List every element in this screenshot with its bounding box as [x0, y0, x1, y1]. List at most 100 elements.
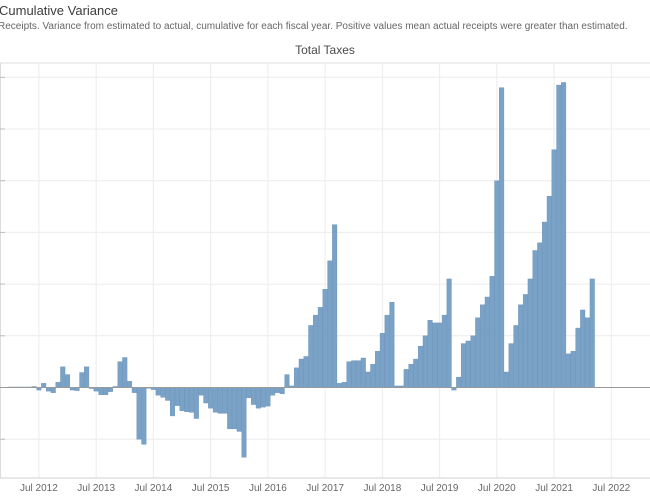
- bar: [103, 387, 109, 395]
- bar: [437, 322, 443, 388]
- bar: [565, 353, 571, 388]
- bar: [274, 387, 280, 393]
- bar: [303, 356, 309, 388]
- bar: [408, 364, 414, 388]
- bar: [518, 304, 524, 388]
- x-tick-label: Jul 2020: [478, 483, 516, 494]
- bar: [346, 361, 352, 388]
- bar: [93, 387, 99, 392]
- bar: [165, 387, 171, 401]
- bar: [179, 387, 185, 411]
- bar: [313, 314, 319, 388]
- bar: [160, 387, 166, 398]
- bar: [475, 317, 481, 388]
- bar: [222, 387, 228, 414]
- x-tick-label: Jul 2017: [306, 483, 344, 494]
- bar: [60, 366, 66, 388]
- bar: [575, 327, 581, 388]
- bar: [141, 387, 147, 445]
- bar: [236, 387, 242, 432]
- bar: [241, 387, 247, 458]
- bar: [532, 250, 538, 388]
- bar: [55, 382, 61, 388]
- chart-subtitle: Receipts. Variance from estimated to act…: [0, 21, 628, 32]
- bar: [570, 351, 576, 388]
- bar: [260, 387, 266, 408]
- bar: [460, 343, 466, 388]
- bar: [561, 82, 567, 388]
- bar: [432, 322, 438, 388]
- bar: [107, 387, 113, 392]
- bar: [294, 367, 300, 388]
- bar: [327, 260, 333, 388]
- bar: [446, 278, 452, 388]
- bar: [441, 314, 447, 388]
- bar: [422, 335, 428, 388]
- x-tick-label: Jul 2018: [363, 483, 401, 494]
- bar: [341, 382, 347, 388]
- bar: [527, 278, 533, 388]
- x-tick-label: Jul 2012: [20, 483, 58, 494]
- x-tick-label: Jul 2022: [592, 483, 630, 494]
- bar: [360, 357, 366, 388]
- bar: [542, 221, 548, 388]
- bar: [480, 304, 486, 388]
- panel-title: Total Taxes: [295, 43, 355, 57]
- bar: [65, 374, 71, 388]
- bar: [279, 387, 285, 394]
- bar: [556, 84, 562, 388]
- bar: [370, 364, 376, 388]
- x-tick-label: Jul 2016: [249, 483, 287, 494]
- bar: [231, 387, 237, 430]
- bar: [251, 387, 257, 405]
- bar: [332, 224, 338, 388]
- bar: [456, 376, 462, 388]
- bar: [136, 387, 142, 440]
- bar: [375, 351, 381, 388]
- bar: [494, 180, 500, 388]
- bar: [117, 361, 123, 388]
- bar: [45, 387, 51, 392]
- bar: [356, 360, 362, 388]
- bar: [284, 374, 290, 388]
- bar: [155, 387, 161, 396]
- bar: [198, 387, 204, 396]
- bar: [208, 387, 214, 409]
- bar: [503, 371, 509, 388]
- bar: [589, 278, 595, 388]
- bar: [508, 343, 514, 388]
- bar: [379, 333, 385, 388]
- bar: [41, 383, 47, 388]
- chart-title: Cumulative Variance: [0, 3, 118, 18]
- x-tick-label: Jul 2015: [192, 483, 230, 494]
- x-tick-label: Jul 2014: [134, 483, 172, 494]
- bar: [427, 320, 433, 388]
- bar: [513, 325, 519, 388]
- bar: [217, 387, 223, 414]
- x-tick-label: Jul 2021: [535, 483, 573, 494]
- bar: [418, 345, 424, 388]
- bar: [389, 301, 395, 388]
- bar: [580, 309, 586, 388]
- x-tick-label: Jul 2019: [421, 483, 459, 494]
- bar: [193, 387, 199, 419]
- bar: [131, 387, 137, 393]
- bar: [50, 387, 56, 393]
- bar: [351, 360, 357, 388]
- bar: [265, 387, 271, 407]
- bar: [84, 366, 90, 388]
- bar: [384, 314, 390, 388]
- bar: [403, 369, 409, 388]
- bar: [365, 371, 371, 388]
- bar: [465, 340, 471, 388]
- bar: [270, 387, 276, 396]
- bar: [413, 358, 419, 388]
- bar: [174, 387, 180, 406]
- bar: [189, 387, 195, 413]
- bar: [79, 372, 85, 388]
- bar: [308, 325, 314, 388]
- bar: [551, 149, 557, 388]
- bar: [537, 242, 543, 388]
- bar: [98, 387, 104, 395]
